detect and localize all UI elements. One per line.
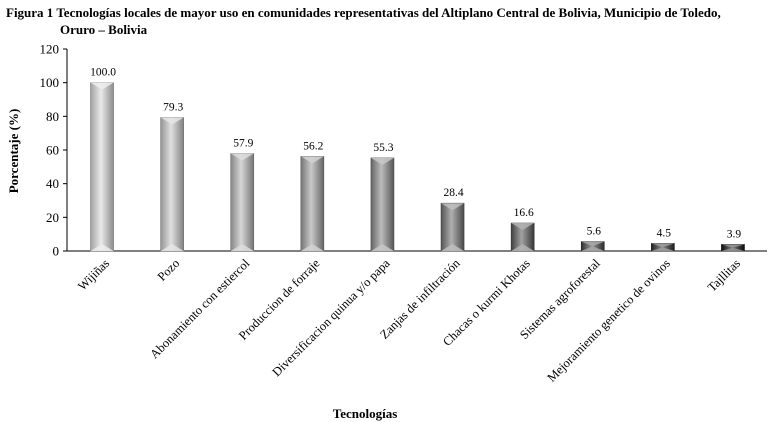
y-tick-label: 100 — [40, 75, 60, 90]
bar — [230, 153, 255, 252]
bar-bottom-bevel — [230, 244, 254, 251]
bar — [370, 157, 395, 252]
figure-title-line2: Oruro – Bolivia — [60, 22, 148, 37]
x-tick-label: Mejoramiento genetico de ovinos — [545, 256, 674, 385]
bar — [160, 117, 184, 252]
y-tick-label: 60 — [46, 143, 59, 158]
bar-value-label: 3.9 — [727, 228, 742, 240]
bar-top-bevel — [651, 243, 675, 248]
bar-bottom-bevel — [160, 244, 184, 251]
bar-top-bevel — [511, 223, 535, 231]
bar-top-bevel — [441, 203, 465, 211]
x-tick-label: Pozo — [155, 256, 183, 284]
bar — [300, 156, 325, 252]
bar-value-label: 79.3 — [163, 102, 183, 114]
bar-value-label: 4.5 — [657, 227, 672, 239]
x-tick-label: Tajllitas — [705, 256, 743, 294]
bar-bottom-bevel — [651, 247, 675, 251]
bar-bottom-bevel — [300, 244, 324, 251]
bar-top-bevel — [581, 241, 605, 247]
y-tick-label: 80 — [46, 109, 59, 124]
bar-top-bevel — [230, 153, 254, 161]
figure-title-line1: Figura 1 Tecnologías locales de mayor us… — [6, 5, 721, 20]
bar-value-label: 28.4 — [443, 187, 463, 199]
bar-bottom-bevel — [581, 246, 605, 251]
bar-top-bevel — [90, 82, 114, 90]
x-tick-label: Diversificacion quinua y/o papa — [270, 256, 393, 379]
bar-bottom-bevel — [90, 244, 114, 251]
y-tick-label: 0 — [53, 244, 60, 259]
y-axis: 0 20 40 60 80 100 120 — [40, 42, 68, 259]
bar-top-bevel — [300, 156, 324, 164]
bar-top-bevel — [721, 244, 745, 248]
bar-value-label: 55.3 — [373, 142, 393, 154]
bar-value-label: 57.9 — [233, 138, 253, 150]
bar-value-label: 100.0 — [90, 67, 116, 79]
bar-bottom-bevel — [441, 244, 465, 251]
bar-value-label: 56.2 — [303, 140, 323, 152]
bar — [90, 82, 114, 252]
bar-top-bevel — [160, 117, 184, 125]
bar-bottom-bevel — [370, 244, 394, 251]
bars: 100.0 79.3 57.9 56.2 55.3 28.4 16.6 5.6 4.5 3.9 — [90, 67, 745, 252]
y-tick-label: 120 — [40, 42, 60, 57]
x-tick-label: Wijiñas — [75, 256, 112, 293]
y-tick-label: 20 — [46, 210, 59, 225]
bar-bottom-bevel — [511, 244, 535, 251]
bar-value-label: 16.6 — [514, 207, 534, 219]
figure-title: Figura 1 Tecnologías locales de mayor us… — [6, 4, 762, 38]
y-tick-label: 40 — [46, 176, 59, 191]
x-axis-label: Tecnologías — [333, 406, 398, 421]
bar-top-bevel — [370, 157, 394, 165]
y-axis-label: Porcentaje (%) — [6, 109, 21, 194]
bar — [440, 202, 465, 252]
bar-value-label: 5.6 — [587, 226, 602, 238]
bar-bottom-bevel — [721, 247, 745, 251]
